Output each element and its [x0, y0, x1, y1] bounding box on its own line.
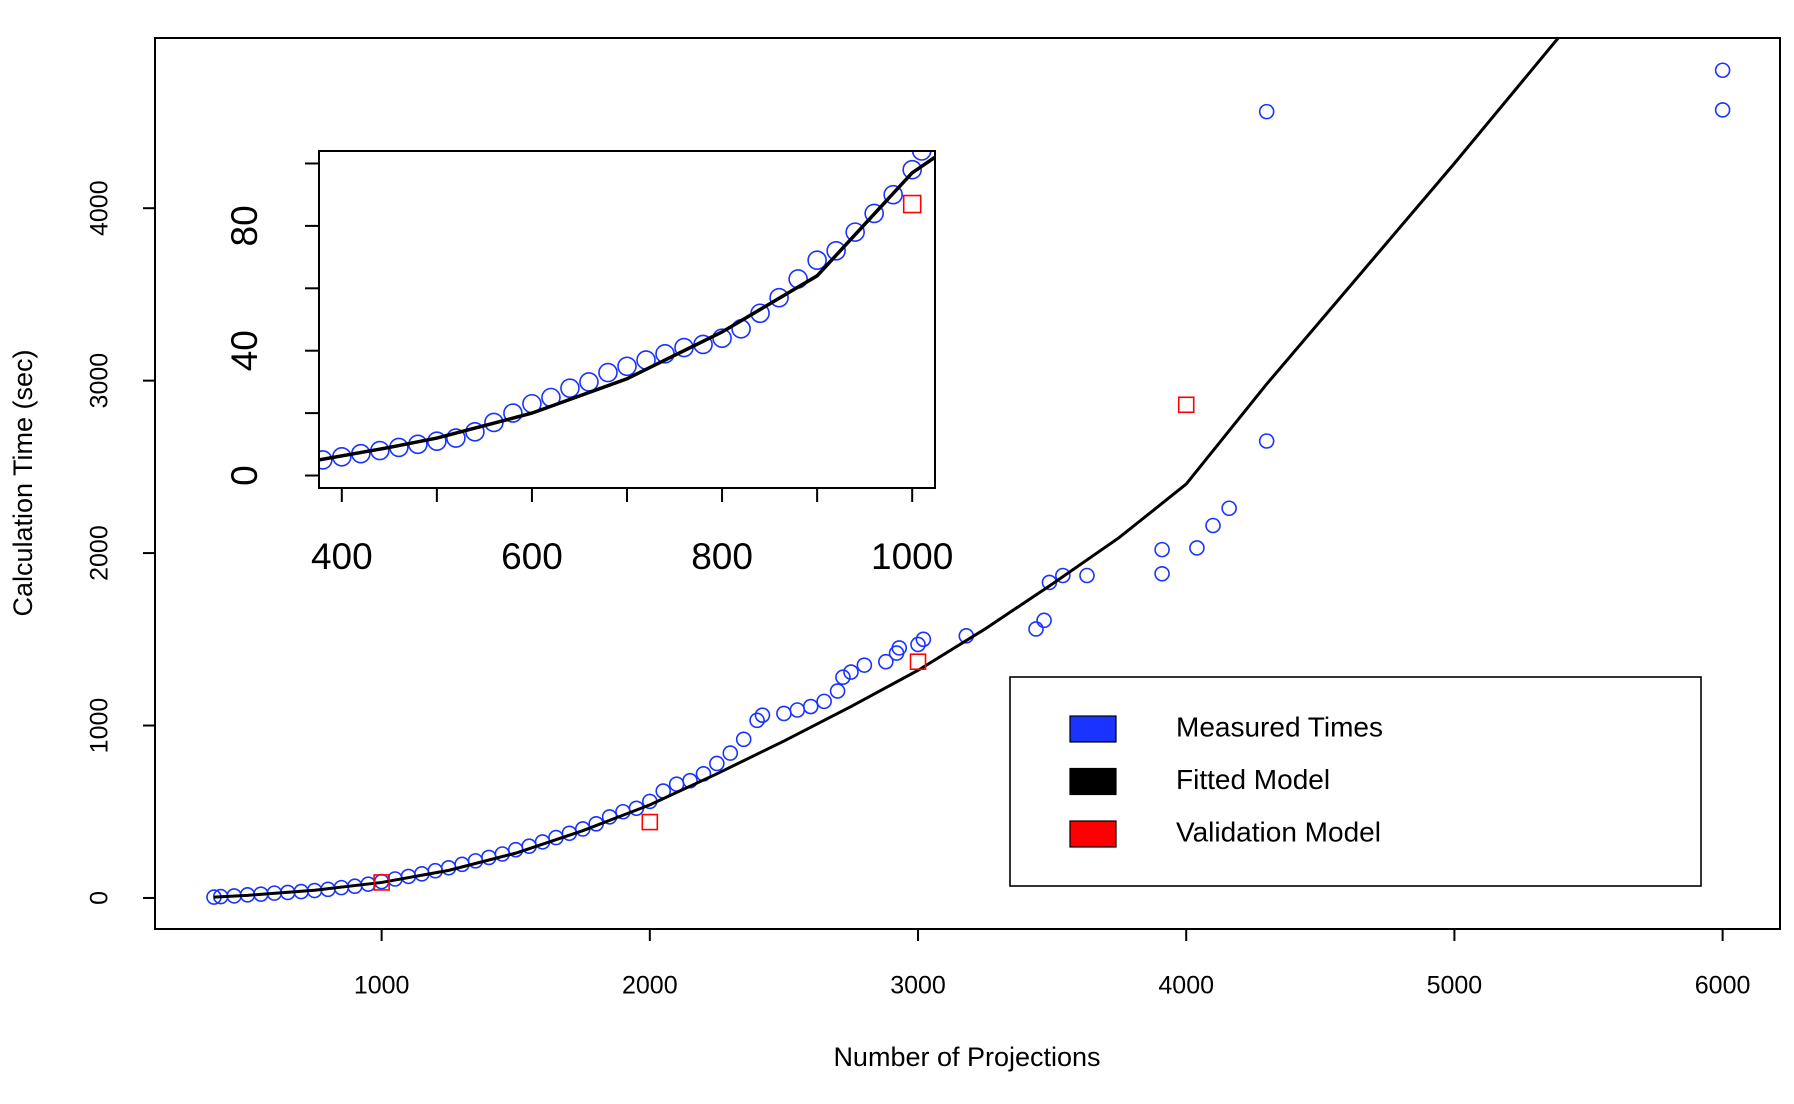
- y-tick-label: 3000: [86, 353, 114, 409]
- y-axis-title: Calculation Time (sec): [8, 349, 38, 616]
- measured-point: [1154, 565, 1170, 582]
- measured-point: [878, 653, 894, 670]
- x-tick-label: 800: [691, 536, 753, 577]
- y-tick-label: 80: [224, 205, 265, 246]
- measured-point: [915, 631, 932, 648]
- y-tick-label: 0: [86, 891, 114, 905]
- measured-point: [446, 428, 466, 448]
- measured-point: [1258, 103, 1275, 120]
- x-axis-title: Number of Projections: [833, 1042, 1100, 1072]
- measured-point: [1036, 612, 1052, 629]
- x-tick-label: 1000: [871, 536, 953, 577]
- measured-point: [789, 702, 806, 718]
- measured-point: [1055, 567, 1071, 584]
- legend-swatch: [1069, 715, 1117, 743]
- x-tick-label: 4000: [1158, 972, 1214, 1000]
- validation-point: [641, 813, 659, 831]
- measured-point: [829, 683, 846, 699]
- measured-point: [911, 151, 932, 161]
- measured-point: [807, 250, 827, 271]
- measured-point: [598, 362, 618, 383]
- x-tick-label: 600: [501, 536, 563, 577]
- legend-label: Validation Model: [1176, 816, 1381, 847]
- measured-point: [735, 731, 752, 748]
- legend-box: [1009, 676, 1702, 887]
- y-tick-label: 2000: [86, 525, 114, 581]
- measured-point: [769, 287, 789, 308]
- measured-point: [1258, 433, 1275, 449]
- plot-frame: [154, 37, 1781, 930]
- measured-point: [776, 705, 792, 722]
- x-tick-label: 6000: [1695, 972, 1751, 1000]
- measured-point: [1221, 500, 1237, 517]
- measured-point: [722, 745, 739, 761]
- measured-point: [1154, 541, 1170, 558]
- measured-point: [1714, 102, 1731, 118]
- measured-point: [826, 241, 846, 261]
- measured-point: [709, 755, 725, 772]
- validation-point: [902, 194, 922, 214]
- legend-label: Fitted Model: [1176, 764, 1330, 795]
- x-tick-label: 400: [311, 536, 373, 577]
- plot-area: [206, 38, 1731, 905]
- fit-line: [319, 155, 935, 462]
- measured-point: [856, 657, 873, 673]
- measured-point: [1028, 621, 1044, 637]
- measured-point: [845, 222, 865, 242]
- measured-point: [910, 636, 926, 653]
- inset-background: [319, 151, 935, 488]
- measured-point: [802, 698, 819, 715]
- measured-point: [883, 184, 903, 205]
- plot-frame: [318, 150, 936, 489]
- measured-point: [1189, 540, 1205, 556]
- measured-point: [1205, 517, 1221, 534]
- y-tick-label: 4000: [86, 180, 114, 236]
- y-tick-label: 0: [224, 465, 265, 486]
- fit-line: [213, 38, 1560, 899]
- validation-point: [373, 874, 390, 891]
- measured-point: [754, 707, 771, 723]
- measured-point: [816, 693, 832, 710]
- measured-point: [843, 664, 859, 680]
- validation-point: [909, 653, 927, 671]
- measured-point: [1079, 567, 1095, 584]
- measured-point: [835, 669, 851, 686]
- y-tick-label: 1000: [86, 698, 114, 754]
- plot-area: [319, 151, 935, 470]
- measured-point: [617, 356, 637, 377]
- y-tick-label: 40: [224, 330, 265, 371]
- measured-point: [864, 203, 884, 224]
- x-tick-label: 3000: [890, 972, 946, 1000]
- x-tick-label: 2000: [622, 972, 678, 1000]
- x-tick-label: 5000: [1427, 972, 1483, 1000]
- measured-point: [560, 378, 580, 398]
- validation-point: [1177, 396, 1195, 414]
- measured-point: [902, 159, 922, 180]
- legend-label: Measured Times: [1176, 711, 1383, 742]
- x-tick-label: 1000: [354, 972, 410, 1000]
- legend-swatch: [1069, 767, 1117, 796]
- legend-swatch: [1069, 820, 1117, 848]
- measured-point: [503, 403, 523, 423]
- measured-point: [749, 712, 765, 729]
- measured-point: [319, 450, 333, 470]
- measured-point: [891, 640, 908, 656]
- measured-point: [1714, 62, 1731, 79]
